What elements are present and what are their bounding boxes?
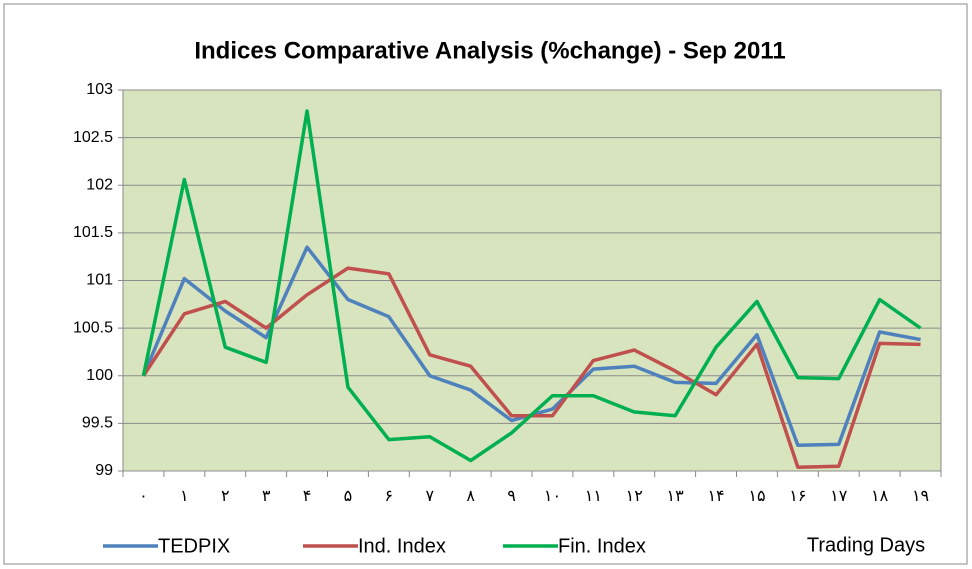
y-tick-label: 101.5 (73, 224, 113, 241)
y-tick-label: 101 (86, 272, 113, 289)
x-tick-label: ۵ (344, 488, 353, 505)
x-tick-label: ۱۱ (585, 488, 602, 505)
x-tick-label: ۱۸ (871, 488, 889, 505)
x-tick-label: ۱۹ (912, 488, 929, 505)
x-tick-label: ۰ (139, 488, 148, 505)
x-tick-label: ۳ (262, 488, 271, 505)
chart-title: Indices Comparative Analysis (%change) -… (194, 37, 785, 64)
x-tick-label: ۸ (466, 488, 475, 505)
x-tick-label: ۱۴ (707, 488, 724, 505)
y-tick-label: 100.5 (73, 319, 113, 336)
x-tick-label: ۴ (303, 488, 312, 505)
y-tick-label: 99 (95, 462, 113, 479)
y-tick-label: 103 (86, 81, 113, 98)
x-tick-label: ۱۷ (830, 488, 848, 505)
legend-label: Fin. Index (558, 535, 646, 557)
x-tick-label: ۱ (180, 488, 189, 505)
legend-label: TEDPIX (158, 535, 230, 557)
y-tick-label: 102.5 (73, 129, 113, 146)
x-tick-label: ۱۵ (748, 488, 765, 505)
x-tick-label: ۷ (425, 488, 434, 505)
x-tick-label: ۹ (507, 488, 516, 505)
x-axis-label: Trading Days (807, 534, 925, 556)
legend-label: Ind. Index (358, 535, 446, 557)
y-tick-label: 102 (86, 176, 113, 193)
y-tick-label: 99.5 (82, 415, 113, 432)
y-tick-label: 100 (86, 367, 113, 384)
x-tick-label: ۲ (221, 488, 230, 505)
series-line (141, 109, 922, 463)
x-tick-label: ۱۶ (789, 488, 806, 505)
x-tick-label: ۱۰ (544, 488, 561, 505)
x-tick-label: ۱۲ (626, 488, 643, 505)
x-tick-label: ۶ (385, 488, 394, 505)
x-tick-label: ۱۳ (667, 488, 685, 505)
